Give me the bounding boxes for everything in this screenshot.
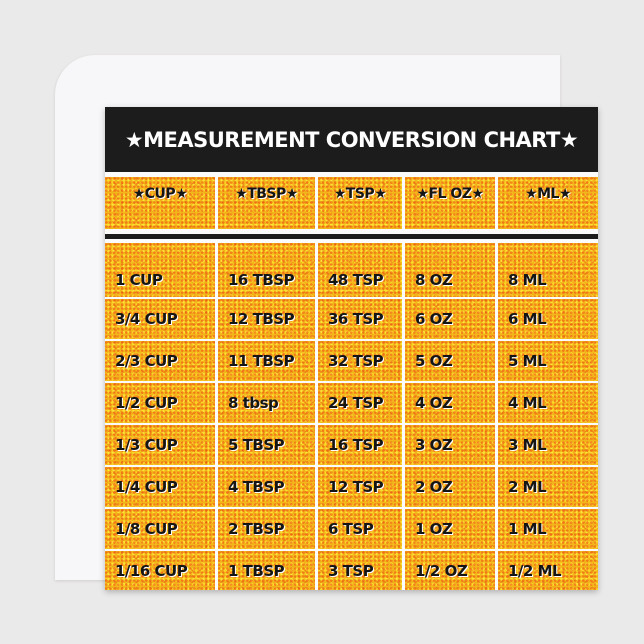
table-cell-tbsp: 8 tbsp [218,383,315,423]
table-cell-fl-oz: 2 OZ [405,467,495,507]
table-cell-tsp: 12 TSP [318,467,402,507]
table-cell-cup: 2/3 CUP [105,341,215,381]
column-header-cup: ★CUP★ [105,177,215,229]
table-cell-fl-oz: 3 OZ [405,425,495,465]
table-cell-tsp: 3 TSP [318,551,402,590]
table-cell-cup: 1/2 CUP [105,383,215,423]
table-cell-tbsp: 12 TBSP [218,299,315,339]
table-cell-fl-oz: 5 OZ [405,341,495,381]
table-cell-tbsp: 16 TBSP [218,243,315,297]
table-cell-tsp: 6 TSP [318,509,402,549]
table-cell-tsp: 16 TSP [318,425,402,465]
table-cell-tsp: 24 TSP [318,383,402,423]
table-cell-cup: 1/3 CUP [105,425,215,465]
table-cell-tsp: 36 TSP [318,299,402,339]
table-cell-fl-oz: 6 OZ [405,299,495,339]
card-title: ★MEASUREMENT CONVERSION CHART★ [105,107,598,172]
table-cell-ml: 1 ML [498,509,598,549]
table-cell-fl-oz: 1/2 OZ [405,551,495,590]
table-cell-ml: 1/2 ML [498,551,598,590]
conversion-card: ★MEASUREMENT CONVERSION CHART★ ★CUP★ ★TBS… [105,107,598,590]
table-cell-ml: 4 ML [498,383,598,423]
table-cell-ml: 5 ML [498,341,598,381]
table-cell-cup: 3/4 CUP [105,299,215,339]
table-cell-cup: 1/4 CUP [105,467,215,507]
header-divider [105,234,598,239]
table-cell-ml: 2 ML [498,467,598,507]
column-header-ml: ★ML★ [498,177,598,229]
column-header-fl-oz: ★FL OZ★ [405,177,495,229]
table-cell-tsp: 32 TSP [318,341,402,381]
table-cell-tsp: 48 TSP [318,243,402,297]
column-header-tbsp: ★TBSP★ [218,177,315,229]
table-cell-ml: 8 ML [498,243,598,297]
table-cell-fl-oz: 1 OZ [405,509,495,549]
table-cell-tbsp: 1 TBSP [218,551,315,590]
table-cell-cup: 1/8 CUP [105,509,215,549]
table-cell-ml: 3 ML [498,425,598,465]
table-cell-tbsp: 2 TBSP [218,509,315,549]
table-cell-fl-oz: 4 OZ [405,383,495,423]
table-cell-tbsp: 11 TBSP [218,341,315,381]
table-cell-fl-oz: 8 OZ [405,243,495,297]
column-header-tsp: ★TSP★ [318,177,402,229]
table-cell-tbsp: 4 TBSP [218,467,315,507]
table-cell-cup: 1/16 CUP [105,551,215,590]
table-cell-tbsp: 5 TBSP [218,425,315,465]
table-cell-cup: 1 CUP [105,243,215,297]
table-cell-ml: 6 ML [498,299,598,339]
